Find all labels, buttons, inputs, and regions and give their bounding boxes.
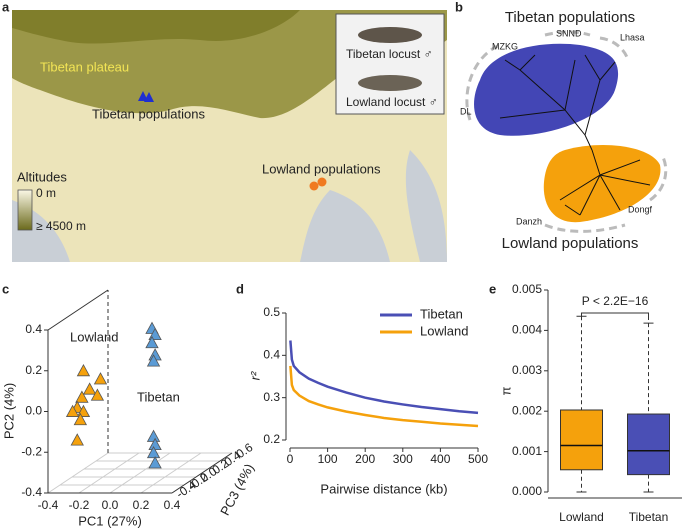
point	[148, 456, 162, 469]
legend-label: Tibetan	[420, 306, 463, 321]
y-tick-label: 0.2	[263, 432, 280, 446]
tree-label: Danzh	[516, 216, 542, 226]
bracket	[581, 312, 649, 320]
y-tick-label: 0.001	[512, 444, 542, 458]
y-axis-label: PC2 (4%)	[1, 383, 16, 439]
x-tick-label: Lowland	[559, 510, 604, 524]
point	[73, 412, 88, 426]
tree-title: Tibetan populations	[505, 9, 635, 26]
tree-label: MZKG	[492, 41, 518, 51]
point	[90, 388, 105, 401]
x-tick-label: 100	[318, 452, 338, 466]
point	[146, 429, 161, 442]
box	[627, 413, 670, 476]
map-label: Lowland populations	[262, 161, 381, 176]
legend-title: Altitudes	[17, 169, 67, 184]
x-tick-label: 300	[393, 452, 413, 466]
point	[146, 445, 161, 459]
y-tick-label: 0.4	[25, 322, 42, 336]
point	[65, 404, 80, 417]
panel-label: c	[2, 281, 9, 296]
legend-label: 0 m	[36, 186, 56, 200]
tree-label: Dongf	[628, 204, 653, 214]
x-tick-label: Tibetan	[629, 510, 669, 524]
panel-label: a	[2, 0, 10, 14]
x-axis-label: PC1 (27%)	[78, 513, 142, 528]
line	[289, 365, 479, 428]
x-tick-label: -0.4	[38, 498, 59, 512]
point	[146, 354, 161, 367]
legend-label: ≥ 4500 m	[36, 219, 86, 233]
grid-line	[47, 452, 109, 494]
y-tick-label: -0.2	[21, 444, 42, 458]
point	[82, 382, 97, 395]
y-tick-label: 0.004	[512, 323, 542, 337]
tree	[465, 30, 668, 233]
panel-label: b	[455, 0, 463, 14]
map-label: Tibetan populations	[92, 106, 205, 121]
y-tick-label: 0.003	[512, 363, 542, 377]
axis-line	[47, 289, 109, 331]
x-tick-label: 500	[468, 452, 488, 466]
point	[76, 363, 91, 377]
y-tick-label: 0.002	[512, 403, 542, 417]
y-tick-label: 0.0	[25, 404, 42, 418]
legend-label: Lowland	[420, 323, 468, 338]
point	[145, 335, 159, 349]
point	[93, 372, 108, 385]
tree-title: Lowland populations	[502, 235, 639, 252]
point	[75, 390, 89, 403]
panel-label: d	[236, 281, 244, 296]
y-tick-label: -0.4	[21, 485, 42, 499]
axis-line	[171, 452, 233, 494]
y-axis-label: π	[498, 386, 513, 395]
grid-line	[78, 452, 140, 494]
annotation: P < 2.2E−16	[582, 294, 649, 308]
inset-label: Lowland locust ♂	[346, 95, 438, 109]
tree-label: SNND	[556, 28, 582, 38]
y-tick-label: 0.000	[512, 484, 542, 498]
inset-label: Tibetan locust ♂	[346, 47, 433, 61]
map-label: Tibetan plateau	[40, 59, 129, 74]
x-tick-label: 0.0	[102, 498, 119, 512]
x-tick-label: 400	[430, 452, 450, 466]
y-tick-label: 0.3	[263, 390, 280, 404]
x-axis-label: Pairwise distance (kb)	[320, 481, 447, 496]
grid-line	[109, 452, 171, 494]
x-tick-label: 200	[355, 452, 375, 466]
box	[560, 409, 603, 471]
y-tick-label: 0.5	[263, 305, 280, 319]
x-tick-label: -0.2	[69, 498, 90, 512]
tree-label: Lhasa	[620, 32, 645, 42]
y-tick-label: 0.4	[263, 348, 280, 362]
series-label: Lowland	[70, 329, 118, 344]
y-axis-label: r²	[247, 371, 262, 380]
grid-line	[140, 452, 202, 494]
series-label: Tibetan	[137, 389, 180, 404]
y-tick-label: 0.2	[25, 363, 42, 377]
tree-label: DL	[460, 106, 472, 116]
line	[289, 340, 479, 415]
y-tick-label: 0.005	[512, 282, 542, 296]
map	[12, 10, 447, 262]
x-tick-label: 0.4	[164, 498, 181, 512]
x-tick-label: 0	[287, 452, 294, 466]
point	[70, 433, 84, 446]
panel-label: e	[489, 281, 496, 296]
x-tick-label: 0.2	[133, 498, 150, 512]
